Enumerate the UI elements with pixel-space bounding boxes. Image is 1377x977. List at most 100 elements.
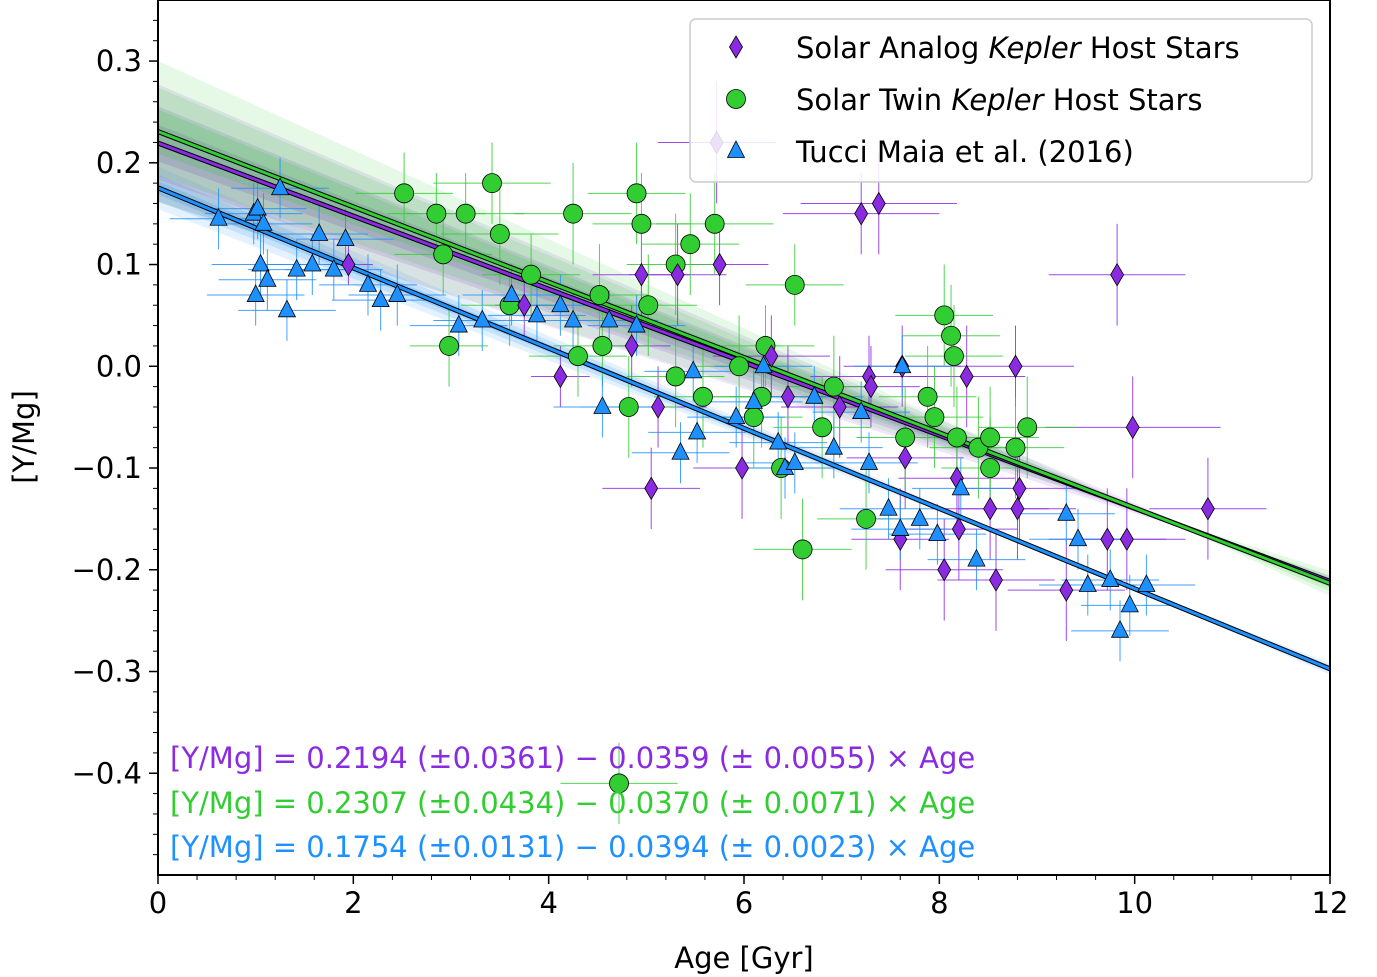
x-tick-label: 12 — [1312, 886, 1349, 920]
data-point-triangle — [358, 274, 378, 292]
data-point-circle — [944, 346, 964, 367]
y-axis-label: [Y/Mg] — [7, 390, 41, 484]
data-point-triangle — [593, 396, 612, 414]
data-point-triangle — [251, 253, 270, 272]
data-point-circle — [934, 305, 955, 326]
data-point-triangle — [893, 355, 912, 374]
data-point-circle — [792, 539, 813, 560]
fit-band — [158, 84, 1330, 588]
data-point-triangle — [309, 223, 329, 241]
data-point-diamond — [898, 446, 913, 470]
data-point-triangle — [859, 452, 879, 470]
data-point-diamond — [712, 252, 727, 277]
y-tick-label: −0.2 — [72, 553, 142, 587]
data-point-triangle — [449, 314, 468, 333]
axes: 0 2 4 6 8 10 12 −0.4 −0.3 −0.2 −0.1 0.0 0.1 0.2 0.3 — [72, 19, 1349, 920]
data-point-diamond — [1012, 476, 1027, 501]
data-point-triangle — [928, 523, 947, 542]
x-tick-label: 6 — [735, 886, 753, 920]
legend-marker-shape — [729, 35, 743, 59]
data-point-circle — [568, 346, 588, 367]
data-point-circle — [917, 386, 938, 407]
data-point-triangle — [502, 284, 521, 302]
data-point-circle — [693, 386, 713, 407]
data-point-diamond — [937, 557, 952, 582]
data-point-diamond — [1010, 496, 1025, 521]
data-point-triangle — [1078, 574, 1097, 592]
data-point-diamond — [1008, 354, 1023, 379]
data-point-diamond — [1110, 262, 1125, 287]
data-point-triangle — [551, 294, 570, 313]
data-point-triangle — [277, 299, 297, 318]
data-point-circle — [895, 427, 916, 448]
y-tick-label: −0.1 — [72, 451, 142, 485]
x-axis-label: Age [Gyr] — [674, 941, 814, 975]
data-point-diamond — [634, 262, 649, 287]
x-tick-label: 4 — [539, 886, 557, 920]
data-point-circle — [812, 417, 833, 438]
fit-line — [158, 130, 1330, 585]
fit-annotations: [Y/Mg] = 0.2194 (±0.0361) − 0.0359 (± 0.… — [170, 741, 975, 864]
y-tick-label: 0.0 — [96, 349, 142, 383]
y-tick-label: 0.3 — [96, 44, 142, 78]
data-point-triangle — [627, 314, 646, 333]
legend-label-analog: Solar Analog Kepler Host Stars — [796, 31, 1240, 65]
data-markers — [209, 130, 1215, 794]
legend-marker-analog — [729, 35, 743, 59]
data-point-triangle — [1137, 574, 1156, 592]
data-point-diamond — [670, 262, 685, 287]
data-point-triangle — [248, 197, 267, 216]
data-point-circle — [394, 183, 415, 204]
data-point-diamond — [983, 496, 998, 521]
data-point-triangle — [527, 304, 547, 323]
data-point-circle — [631, 213, 652, 234]
data-point-circle — [704, 213, 725, 234]
data-point-triangle — [258, 268, 277, 287]
legend-marker-shape — [726, 89, 746, 109]
data-point-circle — [626, 183, 647, 204]
x-tick-label: 8 — [930, 886, 948, 920]
data-point-triangle — [754, 355, 773, 374]
data-point-circle — [563, 203, 583, 224]
data-point-circle — [784, 274, 805, 295]
x-tick-label: 10 — [1116, 886, 1153, 920]
data-point-diamond — [1119, 527, 1134, 552]
data-point-circle — [665, 366, 686, 387]
data-point-triangle — [769, 431, 788, 450]
data-point-circle — [924, 407, 945, 428]
data-point-circle — [482, 173, 502, 194]
data-point-diamond — [764, 344, 779, 368]
data-point-circle — [823, 376, 844, 397]
data-point-circle — [426, 203, 447, 224]
y-tick-label: 0.2 — [96, 146, 142, 180]
data-point-diamond — [780, 385, 795, 409]
data-point-diamond — [951, 517, 966, 541]
legend-box — [689, 18, 1313, 183]
data-point-circle — [609, 773, 629, 794]
data-point-diamond — [864, 374, 878, 399]
data-point-triangle — [744, 391, 763, 409]
data-point-triangle — [600, 309, 619, 328]
data-point-triangle — [910, 508, 929, 526]
data-point-diamond — [651, 395, 666, 419]
data-point-circle — [941, 325, 961, 346]
data-point-circle — [1017, 417, 1038, 438]
x-tick-label: 2 — [344, 886, 362, 920]
data-point-circle — [489, 224, 510, 244]
fit-annotation-twin: [Y/Mg] = 0.2307 (±0.0434) − 0.0370 (± 0.… — [170, 786, 975, 820]
data-point-circle — [680, 234, 701, 255]
data-point-diamond — [1200, 496, 1215, 521]
data-point-triangle — [324, 258, 343, 277]
data-point-circle — [618, 397, 639, 417]
data-point-diamond — [959, 364, 974, 389]
data-point-triangle — [1110, 619, 1130, 638]
data-point-circle — [947, 427, 967, 448]
data-point-circle — [592, 336, 613, 356]
legend-label-tucci: Tucci Maia et al. (2016) — [795, 135, 1134, 169]
data-point-diamond — [832, 395, 847, 419]
data-point-diamond — [553, 364, 568, 389]
data-point-diamond — [644, 476, 659, 501]
data-point-triangle — [727, 406, 746, 425]
data-point-diamond — [1059, 578, 1074, 602]
fit-annotation-analog: [Y/Mg] = 0.2194 (±0.0361) − 0.0359 (± 0.… — [170, 741, 975, 775]
